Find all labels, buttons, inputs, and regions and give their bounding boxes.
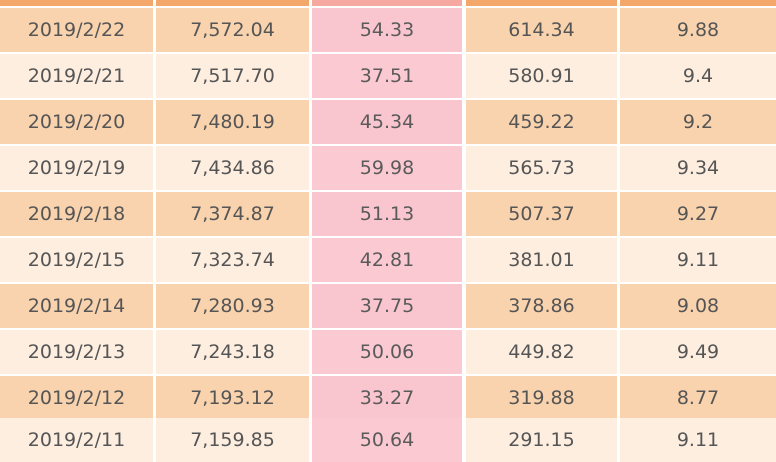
value-cell: 9.88 — [620, 8, 776, 52]
value-cell: 291.15 — [466, 418, 617, 462]
date-cell: 2019/2/15 — [0, 238, 153, 282]
table-row: 2019/2/20 7,480.19 45.34 459.22 9.2 — [0, 100, 776, 144]
date-cell: 2019/2/18 — [0, 192, 153, 236]
highlight-cell: 50.06 — [312, 330, 462, 374]
value-cell: 9.4 — [620, 54, 776, 98]
value-cell: 9.08 — [620, 284, 776, 328]
header-cell-3 — [312, 0, 462, 6]
value-cell: 378.86 — [466, 284, 617, 328]
table-header — [0, 0, 776, 6]
table-row: 2019/2/12 7,193.12 33.27 319.88 8.77 — [0, 376, 776, 420]
highlight-cell: 45.34 — [312, 100, 462, 144]
value-cell: 9.27 — [620, 192, 776, 236]
table-row: 2019/2/21 7,517.70 37.51 580.91 9.4 — [0, 54, 776, 98]
highlight-cell: 51.13 — [312, 192, 462, 236]
date-cell: 2019/2/20 — [0, 100, 153, 144]
value-cell: 7,374.87 — [156, 192, 309, 236]
value-cell: 7,243.18 — [156, 330, 309, 374]
value-cell: 9.49 — [620, 330, 776, 374]
date-cell: 2019/2/22 — [0, 8, 153, 52]
value-cell: 9.2 — [620, 100, 776, 144]
value-cell: 381.01 — [466, 238, 617, 282]
highlight-cell: 50.64 — [312, 418, 462, 462]
table-row: 2019/2/18 7,374.87 51.13 507.37 9.27 — [0, 192, 776, 236]
value-cell: 565.73 — [466, 146, 617, 190]
value-cell: 9.34 — [620, 146, 776, 190]
date-cell: 2019/2/19 — [0, 146, 153, 190]
date-cell: 2019/2/14 — [0, 284, 153, 328]
value-cell: 7,280.93 — [156, 284, 309, 328]
value-cell: 8.77 — [620, 376, 776, 420]
header-cell-5 — [620, 0, 776, 6]
header-cell-2 — [156, 0, 309, 6]
table-row: 2019/2/14 7,280.93 37.75 378.86 9.08 — [0, 284, 776, 328]
value-cell: 580.91 — [466, 54, 617, 98]
highlight-cell: 37.51 — [312, 54, 462, 98]
value-cell: 7,572.04 — [156, 8, 309, 52]
table-row: 2019/2/19 7,434.86 59.98 565.73 9.34 — [0, 146, 776, 190]
date-cell: 2019/2/13 — [0, 330, 153, 374]
highlight-cell: 59.98 — [312, 146, 462, 190]
highlight-cell: 37.75 — [312, 284, 462, 328]
value-cell: 9.11 — [620, 418, 776, 462]
value-cell: 459.22 — [466, 100, 617, 144]
table-row: 2019/2/11 7,159.85 50.64 291.15 9.11 — [0, 418, 776, 462]
highlight-cell: 54.33 — [312, 8, 462, 52]
table-row: 2019/2/15 7,323.74 42.81 381.01 9.11 — [0, 238, 776, 282]
header-cell-4 — [466, 0, 617, 6]
highlight-cell: 33.27 — [312, 376, 462, 420]
value-cell: 319.88 — [466, 376, 617, 420]
value-cell: 9.11 — [620, 238, 776, 282]
value-cell: 507.37 — [466, 192, 617, 236]
value-cell: 7,193.12 — [156, 376, 309, 420]
value-cell: 7,480.19 — [156, 100, 309, 144]
header-cell-date — [0, 0, 153, 6]
date-cell: 2019/2/11 — [0, 418, 153, 462]
highlight-cell: 42.81 — [312, 238, 462, 282]
value-cell: 614.34 — [466, 8, 617, 52]
value-cell: 7,159.85 — [156, 418, 309, 462]
table-row: 2019/2/13 7,243.18 50.06 449.82 9.49 — [0, 330, 776, 374]
table-row: 2019/2/22 7,572.04 54.33 614.34 9.88 — [0, 8, 776, 52]
date-cell: 2019/2/12 — [0, 376, 153, 420]
date-cell: 2019/2/21 — [0, 54, 153, 98]
value-cell: 7,323.74 — [156, 238, 309, 282]
value-cell: 7,434.86 — [156, 146, 309, 190]
value-cell: 7,517.70 — [156, 54, 309, 98]
value-cell: 449.82 — [466, 330, 617, 374]
